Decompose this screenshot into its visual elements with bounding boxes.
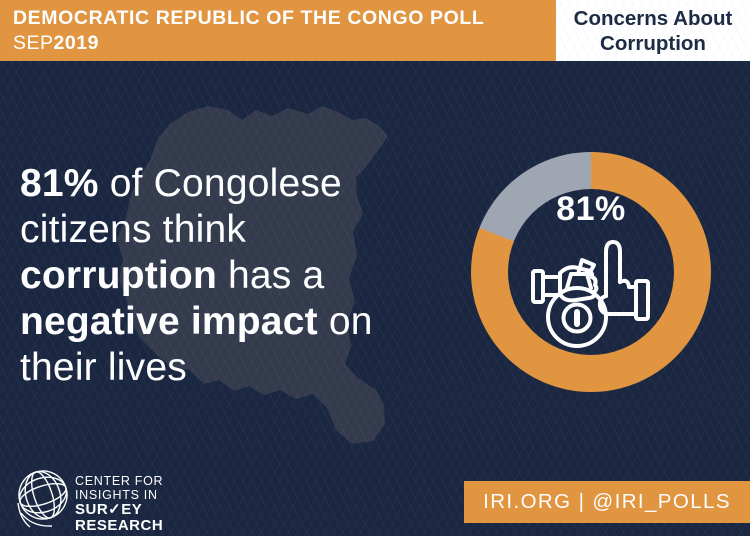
donut-chart: 81% [471, 152, 711, 392]
header-bar: DEMOCRATIC REPUBLIC OF THE CONGO POLL SE… [0, 0, 750, 61]
donut-percent-label: 81% [556, 190, 626, 228]
footer-text: IRI.ORG | @IRI_POLLS [483, 490, 731, 513]
globe-icon [17, 470, 68, 528]
csir-logo: CENTER FOR INSIGHTS IN SUR✓EY RESEARCH [14, 463, 163, 533]
headline-line-1: 81% of Congolese [20, 162, 342, 205]
bribe-money-bag-icon [531, 240, 650, 348]
logo-line-1: CENTER FOR [75, 474, 164, 488]
logo-line-4: RESEARCH [75, 516, 164, 534]
topic-line-1: Concerns About [573, 6, 733, 30]
poll-date-month: SEP [13, 32, 54, 54]
headline: 81% of Congolese citizens think corrupti… [20, 161, 480, 391]
poll-date-year: 2019 [53, 32, 99, 54]
check-icon: ✓ [108, 501, 122, 518]
drc-map-silhouette [117, 106, 388, 444]
poll-date: SEP2019 [13, 31, 556, 55]
body: 81% of Congolese citizens think corrupti… [0, 61, 750, 536]
headline-line-3: corruption has a [20, 254, 325, 297]
topic-box: Concerns About Corruption [556, 0, 750, 61]
topic-line-2: Corruption [600, 31, 706, 55]
footer-badge: IRI.ORG | @IRI_POLLS [464, 481, 750, 523]
headline-line-4: negative impact on [20, 300, 373, 343]
logo-line-2: INSIGHTS IN [75, 487, 158, 502]
headline-line-2: citizens think [20, 208, 247, 251]
headline-line-5: their lives [20, 346, 187, 389]
header-orange-band: DEMOCRATIC REPUBLIC OF THE CONGO POLL SE… [0, 0, 556, 61]
logo-line-3: SUR✓EY [75, 501, 143, 518]
logo-text: CENTER FOR INSIGHTS IN SUR✓EY RESEARCH [75, 463, 163, 533]
poll-title: DEMOCRATIC REPUBLIC OF THE CONGO POLL [13, 7, 485, 29]
